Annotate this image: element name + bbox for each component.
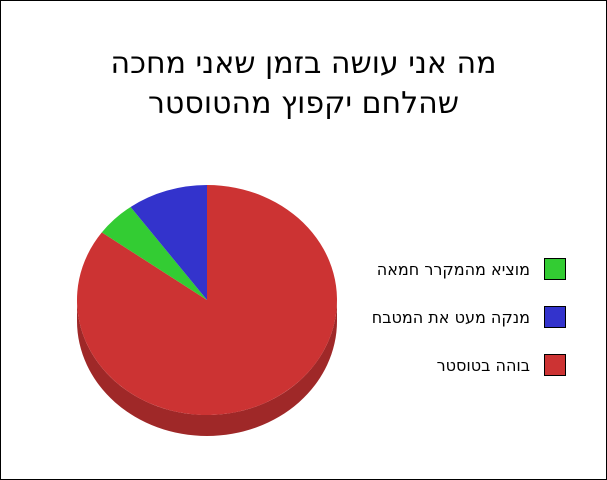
- legend-label-2: מנקה מעט את המטבח: [371, 307, 530, 327]
- legend-swatch-2: [544, 306, 566, 328]
- legend-item-0: בוהה בטוסטר: [330, 350, 566, 380]
- legend: מוציא מהמקרר חמאה מנקה מעט את המטבח בוהה ב…: [330, 254, 566, 398]
- pie-slice-0: [76, 185, 337, 415]
- chart-title-line-2: שהלחם יקפוץ מהטוסטר: [147, 86, 460, 121]
- pie-side-0: [77, 300, 337, 436]
- pie-slice-1: [101, 206, 207, 300]
- legend-swatch-0: [544, 354, 566, 376]
- legend-swatch-1: [544, 258, 566, 280]
- pie-slice-2: [130, 185, 207, 300]
- chart-title-line-1: מה אני עושה בזמן שאני מחכה: [110, 46, 497, 81]
- chart-title: מה אני עושה בזמן שאני מחכה שהלחם יקפוץ מ…: [0, 44, 607, 124]
- legend-item-1: מוציא מהמקרר חמאה: [330, 254, 566, 284]
- legend-label-1: מוציא מהמקרר חמאה: [376, 259, 530, 279]
- legend-label-0: בוהה בטוסטר: [436, 355, 530, 375]
- legend-item-2: מנקה מעט את המטבח: [330, 302, 566, 332]
